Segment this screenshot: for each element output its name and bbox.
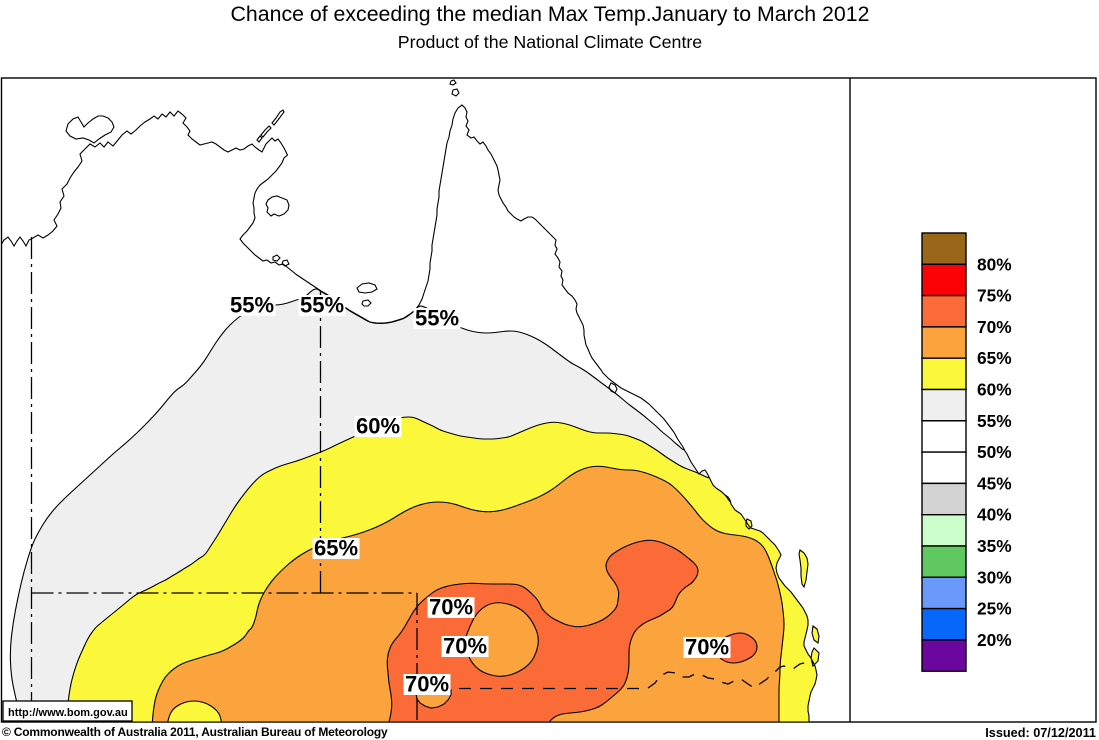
svg-text:55%: 55% — [415, 306, 459, 331]
svg-text:Issued: 07/12/2011: Issued: 07/12/2011 — [985, 726, 1096, 740]
svg-text:55%: 55% — [977, 411, 1012, 431]
svg-text:65%: 65% — [977, 348, 1012, 368]
svg-text:60%: 60% — [977, 380, 1012, 400]
svg-text:http://www.bom.gov.au: http://www.bom.gov.au — [8, 707, 128, 719]
svg-text:Product of the National Climat: Product of the National Climate Centre — [398, 32, 703, 52]
svg-text:25%: 25% — [977, 599, 1012, 619]
svg-text:55%: 55% — [300, 293, 344, 318]
svg-text:60%: 60% — [356, 414, 400, 439]
svg-text:50%: 50% — [977, 442, 1012, 462]
svg-text:40%: 40% — [977, 505, 1012, 525]
svg-text:70%: 70% — [405, 672, 449, 697]
svg-text:© Commonwealth of Australia 20: © Commonwealth of Australia 2011, Austra… — [2, 725, 388, 739]
svg-text:45%: 45% — [977, 473, 1012, 493]
svg-text:55%: 55% — [230, 293, 274, 318]
svg-text:70%: 70% — [429, 595, 473, 620]
svg-text:Chance of exceeding the median: Chance of exceeding the median Max Temp.… — [231, 2, 870, 26]
svg-text:75%: 75% — [977, 286, 1012, 306]
svg-text:30%: 30% — [977, 567, 1012, 587]
svg-text:70%: 70% — [443, 634, 487, 659]
svg-text:20%: 20% — [977, 630, 1012, 650]
svg-text:80%: 80% — [977, 254, 1012, 274]
svg-text:65%: 65% — [314, 536, 358, 561]
svg-text:35%: 35% — [977, 536, 1012, 556]
svg-text:70%: 70% — [977, 317, 1012, 337]
svg-text:70%: 70% — [685, 635, 729, 660]
